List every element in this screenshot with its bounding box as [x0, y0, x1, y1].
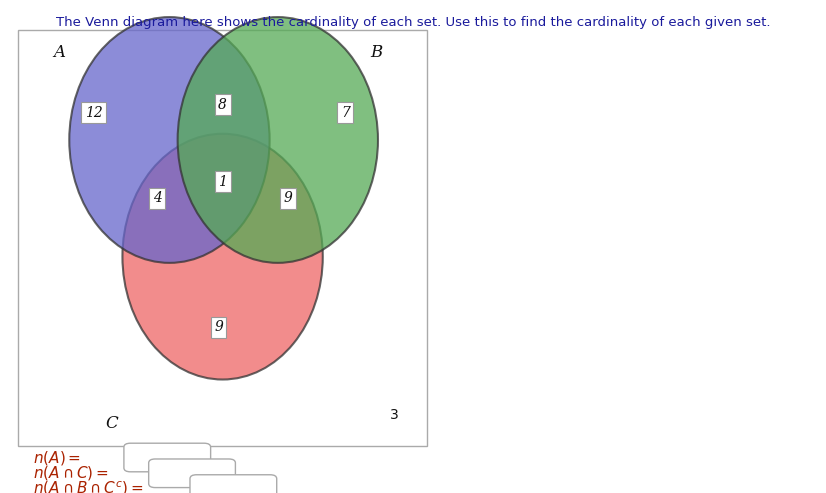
Text: A: A: [53, 44, 65, 61]
Ellipse shape: [178, 17, 378, 263]
FancyBboxPatch shape: [149, 459, 235, 488]
Text: The Venn diagram here shows the cardinality of each set. Use this to find the ca: The Venn diagram here shows the cardinal…: [55, 16, 771, 29]
Text: $n(A \cap B \cap C^c) =$: $n(A \cap B \cap C^c) =$: [33, 480, 144, 493]
Ellipse shape: [69, 17, 269, 263]
Text: 8: 8: [218, 98, 227, 111]
Text: $n(A \cap C) =$: $n(A \cap C) =$: [33, 464, 109, 482]
Text: 9: 9: [214, 320, 223, 334]
Text: 12: 12: [85, 106, 102, 120]
Text: B: B: [370, 44, 382, 61]
Bar: [18, 30, 427, 446]
Text: 1: 1: [218, 175, 227, 189]
Text: $n(A) =$: $n(A) =$: [33, 449, 81, 466]
Ellipse shape: [122, 134, 323, 380]
FancyBboxPatch shape: [124, 443, 211, 472]
Text: 7: 7: [341, 106, 349, 120]
Text: C: C: [106, 415, 119, 432]
FancyBboxPatch shape: [190, 475, 277, 493]
Text: 3: 3: [390, 408, 399, 422]
Text: 4: 4: [153, 191, 162, 205]
Text: 9: 9: [283, 191, 292, 205]
